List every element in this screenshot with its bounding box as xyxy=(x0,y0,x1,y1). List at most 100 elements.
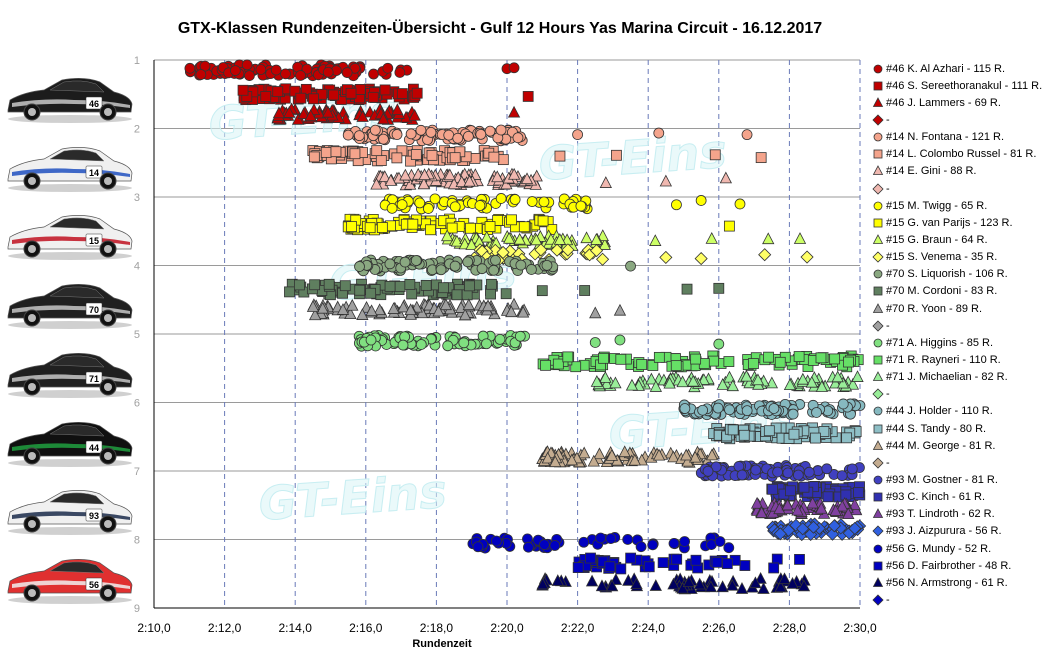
car-image: 15 xyxy=(7,215,133,261)
data-point xyxy=(773,527,787,541)
data-point xyxy=(787,408,799,420)
series-group xyxy=(766,481,866,503)
car-window xyxy=(49,561,105,574)
legend-marker xyxy=(872,96,884,107)
legend-marker xyxy=(872,114,884,126)
data-point xyxy=(507,105,521,118)
data-point xyxy=(811,407,822,418)
data-point xyxy=(492,215,504,226)
data-point xyxy=(836,470,848,482)
legend-item: #70 R. Yoon - 89 R. xyxy=(872,300,1048,317)
data-point xyxy=(520,172,534,185)
data-point xyxy=(649,234,662,246)
data-point xyxy=(320,146,332,158)
series-group xyxy=(750,496,863,520)
car-shadow xyxy=(8,389,132,398)
car-shadow xyxy=(8,252,132,261)
data-point xyxy=(442,340,454,352)
data-point xyxy=(676,581,689,594)
data-point xyxy=(346,298,359,311)
data-point xyxy=(354,83,366,95)
car-shadow xyxy=(8,458,132,467)
data-point xyxy=(272,86,284,98)
data-point xyxy=(615,563,627,575)
legend-item: #93 C. Kinch - 61 R. xyxy=(872,489,1048,506)
data-point xyxy=(726,578,739,591)
data-point xyxy=(308,151,320,163)
series-group xyxy=(237,83,534,106)
data-point xyxy=(773,502,786,515)
car-rim xyxy=(28,520,36,529)
legend-item: #56 D. Fairbrother - 48 R. xyxy=(872,557,1048,574)
data-point xyxy=(652,448,666,461)
legend-marker xyxy=(873,544,883,553)
data-point xyxy=(451,289,463,301)
data-point xyxy=(618,445,631,458)
legend-item: #71 R. Rayneri - 110 R. xyxy=(872,351,1048,368)
car-number: 15 xyxy=(89,236,99,246)
data-point xyxy=(570,361,582,373)
data-point xyxy=(710,461,722,473)
data-point xyxy=(705,448,719,461)
data-point xyxy=(353,130,365,142)
car-number: 70 xyxy=(89,305,99,315)
legend-label: #93 J. Aizpurura - 56 R. xyxy=(886,525,1002,538)
data-point xyxy=(821,463,833,475)
legend-marker xyxy=(872,594,884,606)
data-point xyxy=(829,353,841,365)
x-tick-label: 2:20,0 xyxy=(490,621,524,635)
data-point xyxy=(723,356,735,367)
legend-label: #15 M. Twigg - 65 R. xyxy=(886,199,988,212)
data-point xyxy=(625,378,639,391)
data-point xyxy=(341,67,353,78)
data-point xyxy=(659,174,673,187)
data-point xyxy=(462,256,474,268)
car-rim xyxy=(104,314,112,323)
watermark: GT-Eins xyxy=(537,124,728,191)
data-point xyxy=(827,519,841,533)
data-point xyxy=(765,376,779,389)
car-rim xyxy=(104,108,112,116)
data-point xyxy=(375,155,387,166)
data-point xyxy=(872,251,884,263)
car-image: 56 xyxy=(7,558,133,604)
data-point xyxy=(508,62,520,74)
data-point xyxy=(600,377,613,390)
series-group xyxy=(271,102,521,125)
legend-label: #56 D. Fairbrother - 48 R. xyxy=(886,559,1012,572)
data-point xyxy=(679,536,691,547)
data-point xyxy=(438,282,449,294)
data-point xyxy=(509,194,521,205)
legend-label: #14 N. Fontana - 121 R. xyxy=(886,131,1005,144)
data-point xyxy=(562,351,574,363)
data-point xyxy=(425,224,436,236)
legend-marker xyxy=(872,165,884,176)
data-point xyxy=(382,62,394,74)
legend-item: #56 G. Mundy - 52 R. xyxy=(872,540,1048,557)
legend-item: #15 G. van Parijs - 123 R. xyxy=(872,214,1048,231)
y-tick-label: 8 xyxy=(134,535,140,547)
legend-marker xyxy=(873,132,883,142)
data-point xyxy=(512,132,524,144)
data-point xyxy=(463,174,476,187)
data-point xyxy=(561,243,575,257)
data-points xyxy=(184,59,867,595)
legend-label: #71 R. Rayneri - 110 R. xyxy=(886,353,1001,366)
car-rim xyxy=(28,588,36,597)
series-group xyxy=(766,517,867,542)
data-point xyxy=(668,537,680,549)
data-point xyxy=(848,521,862,536)
legend-marker xyxy=(872,508,884,519)
data-point xyxy=(735,582,749,594)
data-point xyxy=(704,580,718,593)
y-tick-label: 9 xyxy=(134,603,140,615)
data-point xyxy=(806,520,821,534)
data-point xyxy=(229,65,241,76)
data-point xyxy=(425,126,437,138)
data-point xyxy=(763,425,775,437)
data-point xyxy=(873,269,883,279)
data-point xyxy=(667,450,680,463)
data-point xyxy=(475,128,487,140)
data-point xyxy=(872,508,884,519)
data-point xyxy=(702,465,714,477)
